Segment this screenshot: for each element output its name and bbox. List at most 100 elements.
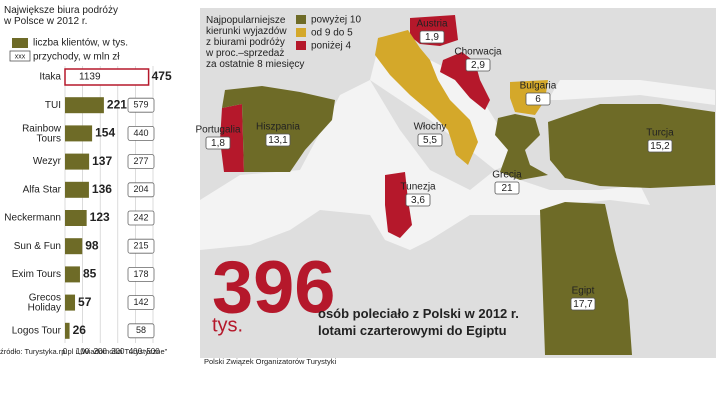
bar <box>65 266 80 283</box>
bar-value-label: 136 <box>92 182 112 196</box>
revenue-label: 58 <box>136 325 146 335</box>
bar <box>65 125 93 142</box>
map-source: Polski Związek Organizatorów Turystyki <box>204 357 336 366</box>
country <box>220 104 244 172</box>
legend-swatch <box>296 41 306 50</box>
bar <box>65 153 90 170</box>
value-label: 3,6 <box>411 195 425 206</box>
value-box <box>417 133 443 147</box>
value-box <box>494 181 520 195</box>
revenue-label: 215 <box>133 241 148 251</box>
country <box>375 30 478 165</box>
value-label: 17,7 <box>573 299 593 310</box>
category-label: Itaka <box>39 72 61 83</box>
chart-title: Największe biura podróży w Polsce w 2012 … <box>3 5 118 27</box>
value-label: 6 <box>535 94 541 105</box>
value-box <box>265 133 291 147</box>
value-box <box>205 136 231 150</box>
legend-box-label: xxx <box>15 53 26 60</box>
country-name: Tunezja <box>400 182 436 193</box>
country-name: Turcja <box>646 128 674 139</box>
sea <box>548 80 715 105</box>
legend-swatch <box>296 15 306 24</box>
category-label: Wezyr <box>33 156 62 167</box>
category-label: Neckermann <box>4 213 61 224</box>
bar-value-label: 137 <box>92 154 112 168</box>
legend-box <box>9 50 31 62</box>
revenue-box <box>127 210 155 226</box>
country <box>385 172 412 238</box>
bar <box>65 322 70 339</box>
bar-value-label: 26 <box>73 323 87 337</box>
legend-swatch <box>12 38 28 48</box>
category-label: Alfa Star <box>23 184 62 195</box>
revenue-box <box>127 238 155 254</box>
bar-value-label: 98 <box>85 238 99 252</box>
country-name: Chorwacja <box>454 47 502 58</box>
big-text: osób poleciało z Polski w 2012 r. lotami … <box>318 306 519 338</box>
country-name: Grecja <box>492 170 522 181</box>
bar-value-label: 57 <box>78 295 92 309</box>
country-name: Hiszpania <box>256 122 300 133</box>
x-tick-label: 200 <box>94 347 108 356</box>
revenue-box <box>127 154 155 170</box>
bar <box>64 68 150 86</box>
value-box <box>570 297 596 311</box>
legend-label: od 9 do 5 <box>311 28 353 39</box>
revenue-label: 1139 <box>79 72 101 83</box>
revenue-label: 242 <box>133 212 148 222</box>
revenue-box <box>127 97 155 113</box>
big-number: 396 <box>212 246 335 329</box>
bar <box>65 294 76 311</box>
legend-swatch <box>296 28 306 37</box>
revenue-label: 178 <box>133 269 148 279</box>
bar-value-label: 475 <box>152 69 172 83</box>
value-label: 5,5 <box>423 135 437 146</box>
value-box <box>405 193 431 207</box>
value-label: 13,1 <box>268 135 288 146</box>
category-label: Sun & Fun <box>14 241 61 252</box>
value-box <box>647 139 673 153</box>
legend-label: przychody, w mln zł <box>33 52 120 63</box>
big-unit: tys. <box>212 314 243 336</box>
x-tick-label: 0 <box>63 347 68 356</box>
revenue-label: 204 <box>133 184 148 194</box>
country-name: Włochy <box>414 122 447 133</box>
source: źródło: Turystyka.rp.pl i „Wiadomości Tu… <box>0 347 168 356</box>
category-label: Exim Tours <box>12 269 61 280</box>
x-tick-label: 500 <box>146 347 160 356</box>
legend-label: liczba klientów, w tys. <box>33 38 128 49</box>
value-label: 21 <box>501 183 513 194</box>
x-tick-label: 300 <box>111 347 125 356</box>
value-label: 1,8 <box>211 138 225 149</box>
country <box>440 52 490 110</box>
revenue-label: 277 <box>133 156 148 166</box>
bar-value-label: 221 <box>107 97 127 111</box>
value-box <box>419 30 445 44</box>
value-label: 1,9 <box>425 32 439 43</box>
value-box <box>465 58 491 72</box>
value-box <box>525 92 551 106</box>
sea <box>200 80 650 250</box>
legend-label: poniżej 4 <box>311 41 351 52</box>
revenue-label: 579 <box>133 100 148 110</box>
bar <box>65 97 104 114</box>
country-name: Portugalia <box>195 125 240 136</box>
country-name: Egipt <box>572 286 595 297</box>
bar-value-label: 123 <box>90 210 110 224</box>
x-tick-label: 400 <box>129 347 143 356</box>
category-label: TUI <box>45 100 61 111</box>
country-name: Austria <box>416 19 448 30</box>
country <box>548 104 715 188</box>
revenue-box <box>127 295 155 311</box>
bar <box>65 210 87 226</box>
value-label: 15,2 <box>650 141 670 152</box>
legend-label: powyżej 10 <box>311 15 361 26</box>
country <box>495 114 548 180</box>
bar-value-label: 154 <box>95 126 115 140</box>
revenue-label: 440 <box>133 128 148 138</box>
revenue-box <box>127 182 155 198</box>
value-label: 2,9 <box>471 60 485 71</box>
revenue-box <box>127 266 155 282</box>
